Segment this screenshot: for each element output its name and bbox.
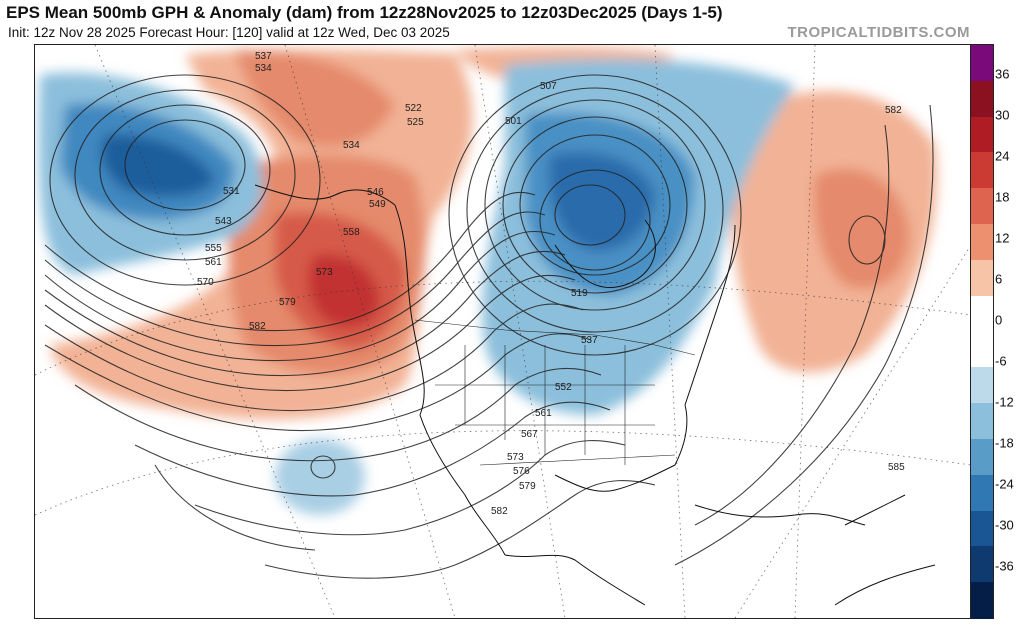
colorbar-tick-label: 18 <box>995 189 1010 205</box>
contour-label: 507 <box>540 81 557 92</box>
positive-anomaly-atlantic-core <box>813 168 910 289</box>
negative-anomaly-subtropical <box>275 439 365 515</box>
contour-label: 534 <box>255 63 272 74</box>
chart-title: EPS Mean 500mb GPH & Anomaly (dam) from … <box>6 3 723 22</box>
colorbar-segment <box>971 152 993 189</box>
colorbar-segment <box>971 331 993 368</box>
colorbar-tick-label: -18 <box>995 435 1014 451</box>
contour-label: 582 <box>491 506 508 517</box>
colorbar-segment <box>971 188 993 225</box>
colorbar-tick-label: 0 <box>995 312 1003 328</box>
colorbar-tick-label: 30 <box>995 107 1010 123</box>
colorbar-segment <box>971 546 993 583</box>
negative-anomaly-hudson-core2 <box>549 151 655 251</box>
colorbar-segment <box>971 259 993 297</box>
colorbar-segment <box>971 582 993 619</box>
contour-label: 546 <box>367 187 384 198</box>
colorbar-tick-label: -30 <box>995 517 1014 533</box>
contour-label: 579 <box>519 481 536 492</box>
contour-label: 576 <box>513 466 530 477</box>
contour-label: 561 <box>535 408 552 419</box>
colorbar-tick-label: 12 <box>995 230 1010 246</box>
coastlines <box>254 184 936 606</box>
colorbar-segment <box>971 403 993 440</box>
contour-label: 549 <box>369 199 386 210</box>
contour-label: 543 <box>215 216 232 227</box>
contour-label: 537 <box>581 335 598 346</box>
contour-label: 567 <box>521 429 538 440</box>
contour-label: 582 <box>249 321 266 332</box>
colorbar-segment <box>971 116 993 153</box>
contour-label: 573 <box>507 452 524 463</box>
contour-label: 555 <box>205 243 222 254</box>
contour-label: 525 <box>407 117 424 128</box>
contour-label: 582 <box>885 105 902 116</box>
contour-label: 579 <box>279 297 296 308</box>
colorbar-segment <box>971 295 993 332</box>
colorbar-tick-label: -36 <box>995 558 1014 574</box>
colorbar-segment <box>971 45 993 82</box>
colorbar-tick-label: 24 <box>995 148 1010 164</box>
colorbar-tick-label: -6 <box>995 353 1007 369</box>
contour-label: 573 <box>316 267 333 278</box>
positive-anomaly-north <box>235 50 395 147</box>
contour-label: 501 <box>505 116 522 127</box>
colorbar-segment <box>971 80 993 118</box>
contour-label: 537 <box>255 51 272 62</box>
contour-label: 531 <box>223 186 240 197</box>
colorbar-tick-label: 6 <box>995 271 1003 287</box>
colorbar-tick-label: 36 <box>995 66 1010 82</box>
contour-label: 552 <box>555 382 572 393</box>
colorbar-segment <box>971 438 993 476</box>
colorbar-tick-label: -12 <box>995 394 1014 410</box>
colorbar-segment <box>971 224 993 261</box>
contour-labels: 537 534 522 525 534 546 549 558 531 543 … <box>197 51 905 517</box>
contour-label: 561 <box>205 257 222 268</box>
lat-lon-grid <box>35 45 971 618</box>
colorbar-tick-label: -24 <box>995 476 1014 492</box>
chart-subtitle: Init: 12z Nov 28 2025 Forecast Hour: [12… <box>8 25 450 40</box>
contour-label: 519 <box>571 288 588 299</box>
brand-watermark: TROPICALTIDBITS.COM <box>787 24 970 41</box>
colorbar <box>970 44 994 619</box>
colorbar-segment <box>971 367 993 404</box>
contour-label: 558 <box>343 227 360 238</box>
contour-label: 534 <box>343 140 360 151</box>
height-contours <box>44 74 934 579</box>
map-svg: 537 534 522 525 534 546 549 558 531 543 … <box>35 45 971 618</box>
contour-label: 522 <box>405 103 422 114</box>
anomaly-shading <box>38 46 937 515</box>
contour-label: 585 <box>888 462 905 473</box>
colorbar-segment <box>971 510 993 547</box>
anomaly-map: 537 534 522 525 534 546 549 558 531 543 … <box>34 44 972 619</box>
contour-label: 570 <box>197 277 214 288</box>
negative-anomaly-aleutian-core2 <box>101 134 215 197</box>
political-borders <box>414 319 696 466</box>
colorbar-segment <box>971 474 993 512</box>
positive-anomaly-core-18 <box>308 254 380 328</box>
